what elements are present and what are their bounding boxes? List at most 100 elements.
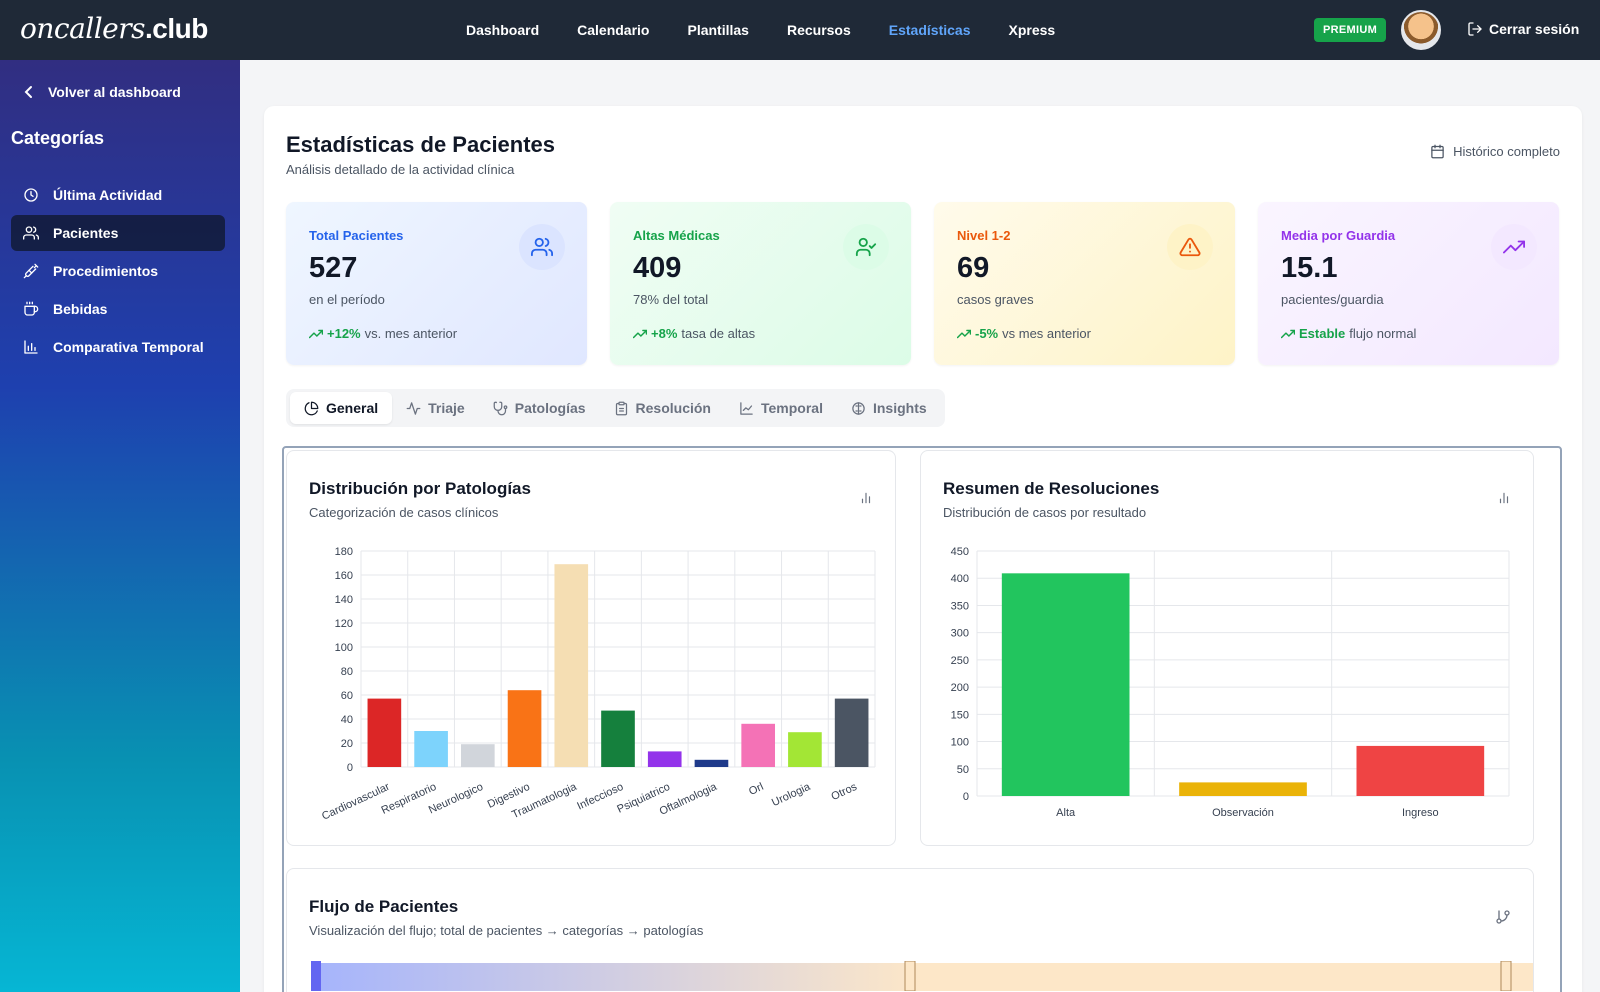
sidebar-item-label: Procedimientos — [53, 263, 159, 279]
stat-card: Media por Guardia 15.1 pacientes/guardia Es… — [1258, 202, 1559, 365]
pathology-chart-subtitle: Categorización de casos clínicos — [309, 505, 499, 520]
bar-observaci-n[interactable] — [1179, 782, 1307, 796]
back-to-dashboard-link[interactable]: Volver al dashboard — [24, 84, 181, 100]
date-range-selector[interactable]: Histórico completo — [1430, 144, 1560, 159]
stat-card-trend: +12% vs. mes anterior — [309, 326, 457, 341]
logout-button[interactable]: Cerrar sesión — [1467, 21, 1579, 37]
tab-label: Resolución — [635, 400, 711, 416]
tab-2[interactable]: Triaje — [392, 392, 479, 424]
tab-3[interactable]: Patologías — [479, 392, 600, 424]
bar-infeccioso[interactable] — [601, 710, 635, 767]
y-tick-label: 400 — [951, 573, 969, 585]
trend-value: +8% — [651, 326, 678, 341]
clipboard-icon — [615, 401, 627, 415]
bar-alta[interactable] — [1001, 573, 1130, 796]
trend-value: +12% — [327, 326, 361, 341]
sidebar-item-label: Última Actividad — [53, 187, 163, 203]
pathology-chart-title: Distribución por Patologías — [309, 479, 531, 498]
bar-urologia[interactable] — [788, 732, 822, 767]
app-logo[interactable]: oncallers.club — [20, 12, 208, 45]
sankey-node-total[interactable] — [311, 961, 321, 991]
nav-link-estad-sticas[interactable]: Estadísticas — [888, 22, 971, 38]
bar-chart-icon[interactable] — [859, 491, 873, 505]
sidebar-item-5[interactable]: Comparativa Temporal — [11, 329, 225, 365]
stat-card-label: Nivel 1-2 — [957, 228, 1011, 243]
nav-link-calendario[interactable]: Calendario — [577, 22, 650, 38]
resolution-chart-subtitle: Distribución de casos por resultado — [943, 505, 1147, 520]
stat-card-icon-wrap — [1491, 224, 1537, 270]
stat-card: Altas Médicas 409 78% del total +8% tasa de … — [610, 202, 911, 365]
pathology-chart-card: Distribución por Patologías Categorizaci… — [286, 450, 896, 846]
main-nav: Dashboard Calendario Plantillas Recursos Est… — [466, 0, 1093, 60]
pathology-bar-chart: 020406080100120140160180CardiovascularRe… — [320, 546, 876, 823]
sankey-node-category[interactable] — [904, 961, 916, 991]
stat-card-value: 527 — [309, 252, 358, 284]
calendar-icon — [1431, 144, 1444, 159]
logout-icon — [1468, 22, 1482, 36]
y-tick-label: 160 — [335, 570, 353, 582]
nav-link-dashboard[interactable]: Dashboard — [466, 22, 540, 38]
logo-suffix: .club — [145, 13, 208, 44]
sidebar-item-4[interactable]: Bebidas — [11, 291, 225, 327]
user-check-icon — [855, 237, 877, 257]
bar-oftalmologia[interactable] — [694, 759, 729, 767]
tab-6[interactable]: Insights — [837, 392, 941, 424]
bar-orl[interactable] — [741, 723, 776, 767]
x-tick-label: Otros — [829, 781, 859, 803]
chevron-left-icon — [24, 86, 32, 98]
tab-label: Insights — [872, 400, 927, 416]
nav-link-recursos[interactable]: Recursos — [786, 22, 851, 38]
back-label: Volver al dashboard — [48, 84, 181, 100]
date-range-label: Histórico completo — [1453, 144, 1560, 159]
sankey-flow — [311, 961, 1533, 991]
bar-neurologico[interactable] — [460, 744, 495, 767]
stethoscope-icon — [493, 401, 508, 415]
sidebar-item-1[interactable]: Última Actividad — [11, 177, 225, 213]
sidebar-item-3[interactable]: Procedimientos — [11, 253, 225, 289]
trend-up-icon — [1281, 329, 1295, 338]
sidebar-item-label: Bebidas — [53, 301, 108, 317]
user-avatar[interactable] — [1401, 10, 1441, 50]
sankey-node-pathology[interactable] — [1500, 961, 1512, 991]
bar-otros[interactable] — [834, 698, 869, 767]
resolution-chart-title: Resumen de Resoluciones — [943, 479, 1160, 498]
tab-1[interactable]: General — [290, 392, 393, 424]
stat-card: Total Pacientes 527 en el período +12% vs. m… — [286, 202, 587, 365]
nav-link-plantillas[interactable]: Plantillas — [687, 22, 749, 38]
resolution-bar-chart: 0 50 100 150 200 250 300 350 400 450 Alta Observaci… — [951, 546, 1510, 819]
tab-5[interactable]: Temporal — [725, 392, 837, 424]
y-tick-label: 200 — [951, 682, 969, 694]
bar-chart-icon[interactable] — [1497, 491, 1511, 505]
bar-ingreso[interactable] — [1356, 745, 1485, 796]
y-tick-label: 100 — [951, 737, 969, 749]
trend-up-icon — [957, 329, 971, 338]
stat-card-icon-wrap — [1167, 224, 1213, 270]
bar-digestivo[interactable] — [507, 690, 542, 767]
bar-traumatologia[interactable] — [554, 564, 589, 767]
premium-badge: PREMIUM — [1314, 18, 1387, 42]
y-tick-label: 450 — [951, 546, 969, 558]
stat-card-icon-wrap — [843, 224, 889, 270]
logout-label: Cerrar sesión — [1489, 21, 1580, 37]
brain-icon — [852, 401, 865, 415]
line-chart-icon — [740, 401, 753, 415]
y-tick-label: 0 — [347, 762, 353, 774]
sidebar-item-2[interactable]: Pacientes — [11, 215, 225, 251]
nav-link-xpress[interactable]: Xpress — [1008, 22, 1056, 38]
bar-respiratorio[interactable] — [414, 731, 448, 767]
x-tick-label: Orl — [747, 781, 765, 798]
sidebar: Volver al dashboard Categorías Última Ac… — [0, 60, 240, 992]
bar-cardiovascular[interactable] — [367, 698, 402, 767]
trend-value: -5% — [975, 326, 999, 341]
page-subtitle: Análisis detallado de la actividad clíni… — [286, 162, 515, 177]
resolution-chart-card: Resumen de Resoluciones Distribución de … — [920, 450, 1534, 846]
tab-4[interactable]: Resolución — [600, 392, 725, 424]
syringe-icon — [23, 263, 39, 279]
bar-psiquiatrico[interactable] — [647, 751, 682, 767]
pie-icon — [304, 401, 319, 415]
git-branch-icon[interactable] — [1495, 909, 1511, 925]
x-tick-label: Cardiovascular — [320, 781, 392, 823]
stat-card-label: Media por Guardia — [1281, 228, 1396, 243]
cup-icon — [24, 301, 39, 316]
clock-icon — [24, 188, 38, 202]
